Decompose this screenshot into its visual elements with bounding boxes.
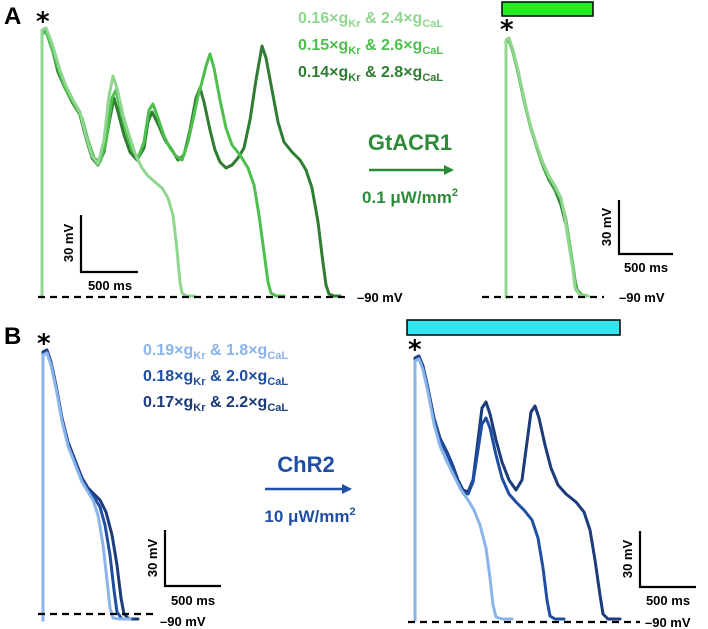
legend-a-entry-3: 0.14×gKr & 2.8×gCaL	[298, 64, 443, 84]
light-bar-gtacr1	[501, 1, 594, 17]
opsin-name-a: GtACR1	[368, 130, 452, 155]
legend-b: 0.19×gKr & 1.8×gCaL 0.18×gKr & 2.0×gCaL …	[143, 342, 288, 414]
legend-b-entry-3: 0.17×gKr & 2.2×gCaL	[143, 394, 288, 414]
scalebar-a-left-mv: 30 mV	[61, 224, 76, 263]
legend-b-entry-1: 0.19×gKr & 1.8×gCaL	[143, 342, 288, 362]
rest-label-b-right: –90 mV	[645, 615, 691, 629]
scalebar-b-left	[163, 530, 221, 588]
legend-a: 0.16×gKr & 2.4×gCaL 0.15×gKr & 2.6×gCaL …	[298, 10, 443, 84]
scalebar-a-right	[617, 200, 673, 256]
scalebar-a-left-ms: 500 ms	[88, 278, 132, 293]
scalebar-a-right-ms: 500 ms	[624, 260, 668, 275]
scalebar-b-left-mv: 30 mV	[145, 539, 160, 578]
scalebar-b-right-mv: 30 mV	[620, 540, 635, 579]
panel-b-light-traces: *	[408, 335, 622, 622]
rest-label-b: –90 mV	[160, 614, 206, 629]
scalebar-b-right	[638, 531, 696, 589]
panel-letter-b: B	[4, 323, 21, 350]
trace-a-016	[40, 26, 196, 299]
rest-label-a: –90 mV	[357, 290, 403, 305]
panel-a: A * 30 mV 500 ms –90 mV 0.16×gKr & 2.4×g…	[4, 1, 673, 305]
light-bar-chr2	[406, 319, 621, 336]
trace-a-015	[40, 30, 286, 299]
panel-a-control-traces: *	[36, 7, 342, 299]
scalebar-a-left	[79, 215, 138, 274]
panel-a-light-traces: *	[500, 15, 590, 299]
trace-a-light-016	[504, 36, 590, 299]
trace-a-014	[40, 28, 342, 299]
trace-b-light-019	[413, 357, 514, 622]
scalebar-b-left-ms: 500 ms	[171, 593, 215, 608]
scalebar-a-right-mv: 30 mV	[599, 208, 614, 247]
trace-b-019	[41, 351, 132, 622]
panel-b-control-traces: *	[37, 329, 140, 622]
trace-b-light-017	[413, 354, 622, 622]
legend-a-entry-1: 0.16×gKr & 2.4×gCaL	[298, 10, 443, 30]
legend-a-entry-2: 0.15×gKr & 2.6×gCaL	[298, 37, 443, 57]
panel-letter-a: A	[4, 3, 21, 30]
opsin-power-b: 10 μW/mm2	[264, 506, 355, 526]
opsin-power-a: 0.1 μW/mm2	[362, 187, 458, 207]
rest-label-a-right: –90 mV	[619, 290, 665, 305]
scalebar-b-right-ms: 500 ms	[646, 593, 690, 608]
opsin-name-b: ChR2	[277, 452, 334, 477]
legend-b-entry-2: 0.18×gKr & 2.0×gCaL	[143, 368, 288, 388]
stimulus-star-a-right: *	[500, 15, 514, 45]
panel-b: B * 30 mV 500 ms –90 mV 0.19×gKr & 1.8×g…	[4, 319, 696, 629]
